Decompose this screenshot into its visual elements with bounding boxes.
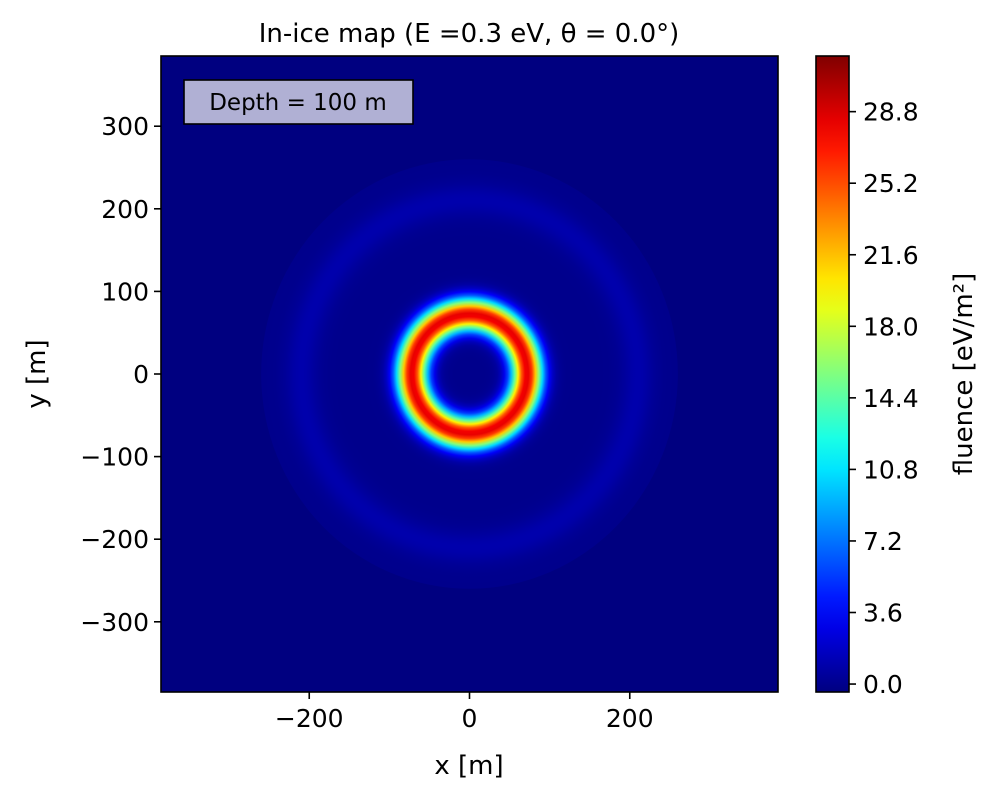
colorbar-tick-label: 3.6	[863, 599, 903, 628]
y-tick-label: 300	[101, 112, 149, 141]
colorbar-tick-label: 25.2	[863, 169, 919, 198]
colorbar-frame	[815, 55, 850, 693]
colorbar-tick-label: 18.0	[863, 312, 919, 341]
y-tick-label: −100	[80, 443, 149, 472]
y-axis-ticks: 300 200 100 0 −100 −200 −300	[80, 112, 161, 637]
x-tick-label: 200	[606, 704, 654, 733]
depth-annotation: Depth = 100 m	[183, 79, 414, 125]
colorbar-label: fluence [eV/m²]	[949, 273, 979, 475]
colorbar-tick-label: 28.8	[863, 98, 919, 127]
colorbar: 0.0 3.6 7.2 10.8 14.4 18.0 21.6 25.2 28.8 fluenc…	[815, 55, 979, 699]
colorbar-tick-label: 7.2	[863, 527, 903, 556]
y-axis-label: y [m]	[22, 339, 52, 408]
x-tick-label: 0	[462, 704, 478, 733]
y-tick-label: −200	[80, 525, 149, 554]
plot-area	[160, 55, 779, 693]
colorbar-scale	[816, 56, 849, 692]
colorbar-ticks: 0.0 3.6 7.2 10.8 14.4 18.0 21.6 25.2 28.8	[849, 98, 919, 699]
x-tick-label: −200	[275, 704, 344, 733]
depth-annotation-box	[183, 79, 414, 125]
chart-title: In-ice map (E =0.3 eV, θ = 0.0°)	[259, 19, 680, 49]
y-tick-label: −300	[80, 608, 149, 637]
y-tick-label: 200	[101, 195, 149, 224]
colorbar-tick-label: 14.4	[863, 384, 919, 413]
colorbar-tick-label: 21.6	[863, 241, 919, 270]
colorbar-tick-label: 0.0	[863, 670, 903, 699]
y-tick-label: 0	[133, 360, 149, 389]
x-axis-ticks: −200 0 200	[275, 692, 654, 733]
x-axis-label: x [m]	[434, 751, 503, 781]
depth-annotation-text: Depth = 100 m	[209, 90, 387, 116]
y-tick-label: 100	[101, 277, 149, 306]
fluence-ring-field	[261, 159, 678, 589]
colorbar-tick-label: 10.8	[863, 455, 919, 484]
